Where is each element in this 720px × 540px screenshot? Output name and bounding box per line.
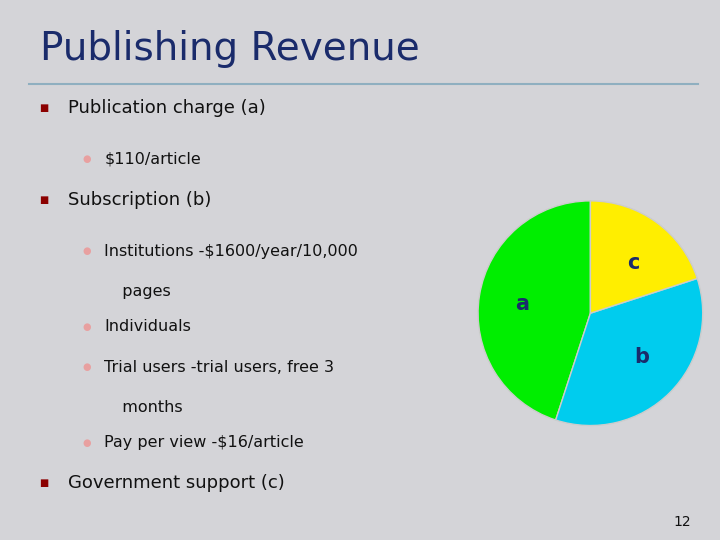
Text: b: b bbox=[634, 347, 649, 367]
Text: ●: ● bbox=[83, 438, 91, 448]
Text: ■: ■ bbox=[40, 478, 49, 488]
Text: ●: ● bbox=[83, 154, 91, 164]
Text: Publication charge (a): Publication charge (a) bbox=[68, 99, 266, 117]
Wedge shape bbox=[478, 201, 590, 420]
Text: a: a bbox=[516, 294, 529, 314]
Text: 12: 12 bbox=[674, 515, 691, 529]
Wedge shape bbox=[556, 279, 703, 426]
Text: Government support (c): Government support (c) bbox=[68, 474, 285, 492]
Text: ■: ■ bbox=[40, 103, 49, 113]
Wedge shape bbox=[590, 201, 697, 313]
Text: ●: ● bbox=[83, 246, 91, 256]
Text: Publishing Revenue: Publishing Revenue bbox=[40, 30, 419, 68]
Text: Subscription (b): Subscription (b) bbox=[68, 191, 212, 209]
Text: pages: pages bbox=[112, 284, 171, 299]
Text: Pay per view -$16/article: Pay per view -$16/article bbox=[104, 435, 304, 450]
Text: c: c bbox=[626, 253, 639, 273]
Text: ●: ● bbox=[83, 362, 91, 372]
Text: ●: ● bbox=[83, 322, 91, 332]
Text: $110/article: $110/article bbox=[104, 152, 201, 167]
Text: ■: ■ bbox=[40, 195, 49, 205]
Text: Trial users -trial users, free 3: Trial users -trial users, free 3 bbox=[104, 360, 334, 375]
Text: Institutions -$1600/year/10,000: Institutions -$1600/year/10,000 bbox=[104, 244, 359, 259]
Text: Individuals: Individuals bbox=[104, 319, 192, 334]
Text: months: months bbox=[112, 400, 182, 415]
